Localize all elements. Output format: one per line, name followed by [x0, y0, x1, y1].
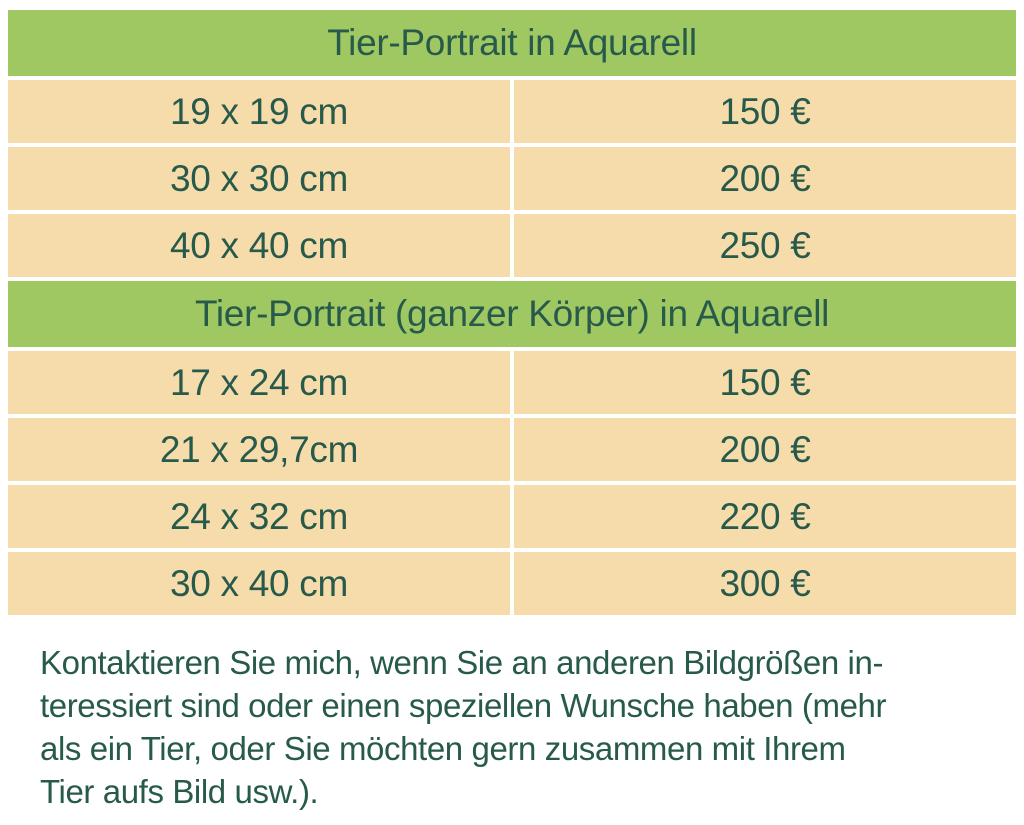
size-cell: 17 x 24 cm: [8, 351, 510, 414]
note-line: als ein Tier, oder Sie möchten gern zusa…: [40, 730, 846, 767]
size-cell: 30 x 40 cm: [8, 552, 510, 615]
table-row: 17 x 24 cm 150 €: [8, 351, 1016, 414]
table-row: 40 x 40 cm 250 €: [8, 214, 1016, 277]
table-row: 30 x 30 cm 200 €: [8, 147, 1016, 210]
size-cell: 21 x 29,7cm: [8, 418, 510, 481]
pricing-table: Tier-Portrait in Aquarell 19 x 19 cm 150…: [8, 10, 1016, 615]
section-header-full-body-portrait: Tier-Portrait (ganzer Körper) in Aquarel…: [8, 281, 1016, 347]
table-row: 30 x 40 cm 300 €: [8, 552, 1016, 615]
note-line: teressiert sind oder einen speziellen Wu…: [40, 687, 887, 724]
contact-note: Kontaktieren Sie mich, wenn Sie an ander…: [40, 641, 886, 813]
size-cell: 24 x 32 cm: [8, 485, 510, 548]
note-line: Kontaktieren Sie mich, wenn Sie an ander…: [40, 644, 884, 681]
size-cell: 40 x 40 cm: [8, 214, 510, 277]
note-line: Tier aufs Bild usw.).: [40, 773, 319, 810]
table-row: 21 x 29,7cm 200 €: [8, 418, 1016, 481]
price-cell: 150 €: [514, 80, 1016, 143]
price-cell: 200 €: [514, 418, 1016, 481]
table-row: 24 x 32 cm 220 €: [8, 485, 1016, 548]
price-cell: 250 €: [514, 214, 1016, 277]
table-row: 19 x 19 cm 150 €: [8, 80, 1016, 143]
price-cell: 200 €: [514, 147, 1016, 210]
price-cell: 150 €: [514, 351, 1016, 414]
size-cell: 30 x 30 cm: [8, 147, 510, 210]
size-cell: 19 x 19 cm: [8, 80, 510, 143]
price-cell: 220 €: [514, 485, 1016, 548]
section-header-portrait: Tier-Portrait in Aquarell: [8, 10, 1016, 76]
price-cell: 300 €: [514, 552, 1016, 615]
